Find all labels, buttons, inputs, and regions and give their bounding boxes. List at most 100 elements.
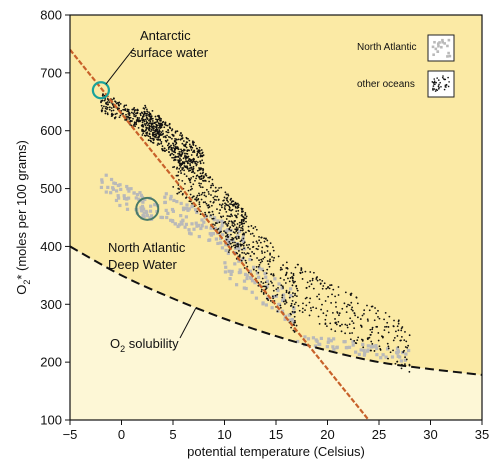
other-oceans-point [208,193,210,195]
other-oceans-point [293,311,296,314]
other-oceans-point [336,311,339,313]
other-oceans-point [349,338,352,341]
other-oceans-point [182,140,185,142]
legend-other-oceans-point [433,83,435,85]
other-oceans-point [381,335,383,338]
other-oceans-point [292,272,295,275]
other-oceans-point [197,198,199,201]
other-oceans-point [224,202,226,205]
north-atlantic-point [148,209,153,213]
other-oceans-point [334,295,337,298]
other-oceans-point [204,213,207,216]
north-atlantic-point [119,187,123,192]
other-oceans-point [180,159,183,161]
other-oceans-point [301,311,304,314]
other-oceans-point [269,252,271,255]
other-oceans-point [360,326,363,328]
other-oceans-point [196,161,199,164]
north-atlantic-point [385,347,390,351]
other-oceans-point [319,278,321,281]
other-oceans-point [148,124,151,127]
north-atlantic-point [114,198,119,203]
other-oceans-point [263,251,266,254]
other-oceans-point [277,255,280,258]
north-atlantic-point [122,196,127,201]
other-oceans-point [183,145,186,147]
other-oceans-point [153,133,156,136]
other-oceans-point [241,222,244,225]
other-oceans-point [377,315,379,318]
north-atlantic-point [220,219,224,223]
other-oceans-point [207,206,210,209]
other-oceans-point [154,126,157,128]
north-atlantic-point [125,207,130,211]
other-oceans-point [136,112,139,115]
other-oceans-point [316,276,319,278]
legend-other-oceans-point [447,85,450,88]
other-oceans-point [188,167,191,170]
north-atlantic-point [145,214,150,218]
other-oceans-point [301,278,304,280]
north-atlantic-point [181,206,186,210]
other-oceans-point [181,179,184,182]
north-atlantic-point [109,191,113,195]
other-oceans-point [285,267,288,269]
other-oceans-point [147,122,150,125]
north-atlantic-point [213,226,217,230]
other-oceans-point [186,152,189,155]
other-oceans-point [142,107,145,110]
legend-other-oceans-point [435,88,438,91]
other-oceans-point [346,326,349,329]
other-oceans-point [218,212,221,215]
north-atlantic-point [260,267,264,271]
north-atlantic-point [143,197,147,202]
other-oceans-point [334,318,336,320]
other-oceans-point [174,131,177,134]
other-oceans-point [295,295,298,298]
x-tick-label: 30 [423,427,437,442]
other-oceans-point [260,290,263,293]
other-oceans-point [287,277,289,280]
other-oceans-point [281,296,284,299]
other-oceans-point [247,246,249,249]
other-oceans-point [166,124,169,127]
other-oceans-point [282,287,284,289]
other-oceans-point [198,175,200,178]
other-oceans-point [268,265,271,268]
other-oceans-point [343,302,346,305]
other-oceans-point [272,249,275,252]
other-oceans-point [383,329,386,332]
other-oceans-point [230,233,232,236]
north-atlantic-point [163,200,167,204]
other-oceans-point [236,252,239,255]
other-oceans-point [213,198,216,201]
other-oceans-point [135,120,138,123]
other-oceans-point [408,363,411,366]
other-oceans-point [260,280,263,283]
other-oceans-point [400,329,403,332]
other-oceans-point [186,141,189,144]
legend-other-oceans-point [440,86,442,88]
other-oceans-point [211,210,214,213]
other-oceans-point [142,132,145,135]
north-atlantic-point [276,288,280,293]
other-oceans-point [112,97,115,100]
north-atlantic-point [224,265,228,269]
other-oceans-point [195,160,198,163]
other-oceans-point [186,149,189,152]
north-atlantic-point [187,207,191,211]
other-oceans-point [178,162,181,165]
other-oceans-point [204,172,207,175]
other-oceans-point [247,271,250,274]
other-oceans-point [281,294,284,297]
other-oceans-point [223,199,225,202]
other-oceans-point [185,146,188,149]
other-oceans-point [212,190,215,192]
x-axis-title: potential temperature (Celsius) [187,444,365,459]
other-oceans-point [158,143,161,146]
north-atlantic-point [245,276,249,281]
other-oceans-point [199,172,202,175]
other-oceans-point [212,201,215,203]
north-atlantic-point [149,214,154,218]
other-oceans-point [138,117,141,119]
